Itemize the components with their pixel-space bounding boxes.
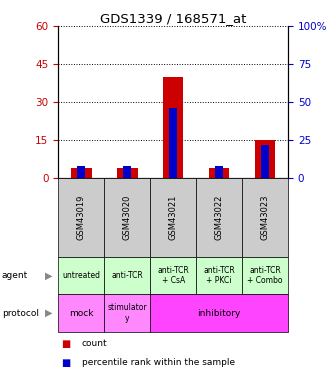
Text: GSM43023: GSM43023 <box>260 195 270 240</box>
Text: anti-TCR
+ CsA: anti-TCR + CsA <box>157 266 189 285</box>
Text: stimulator
y: stimulator y <box>108 303 147 323</box>
Text: GSM43019: GSM43019 <box>77 195 86 240</box>
Text: anti-TCR: anti-TCR <box>111 271 143 280</box>
Bar <box>215 166 223 178</box>
Text: untreated: untreated <box>62 271 100 280</box>
Bar <box>163 77 183 178</box>
Text: percentile rank within the sample: percentile rank within the sample <box>82 358 235 368</box>
Bar <box>123 166 131 178</box>
Bar <box>77 166 85 178</box>
Text: mock: mock <box>69 309 94 318</box>
Text: ■: ■ <box>62 339 71 349</box>
Bar <box>209 168 229 178</box>
Text: count: count <box>82 339 107 348</box>
Text: inhibitory: inhibitory <box>197 309 241 318</box>
Text: anti-TCR
+ Combo: anti-TCR + Combo <box>247 266 283 285</box>
Text: GSM43022: GSM43022 <box>214 195 224 240</box>
Text: GSM43021: GSM43021 <box>168 195 178 240</box>
Text: GSM43020: GSM43020 <box>123 195 132 240</box>
Text: ▶: ▶ <box>45 308 53 318</box>
Bar <box>117 168 138 178</box>
Bar <box>255 140 275 178</box>
Text: protocol: protocol <box>2 309 39 318</box>
Text: agent: agent <box>2 271 28 280</box>
Text: ▶: ▶ <box>45 271 53 280</box>
Text: anti-TCR
+ PKCi: anti-TCR + PKCi <box>203 266 235 285</box>
Text: ■: ■ <box>62 358 71 368</box>
Title: GDS1339 / 168571_at: GDS1339 / 168571_at <box>100 12 246 25</box>
Bar <box>71 168 92 178</box>
Bar <box>261 145 269 178</box>
Bar <box>169 108 177 178</box>
